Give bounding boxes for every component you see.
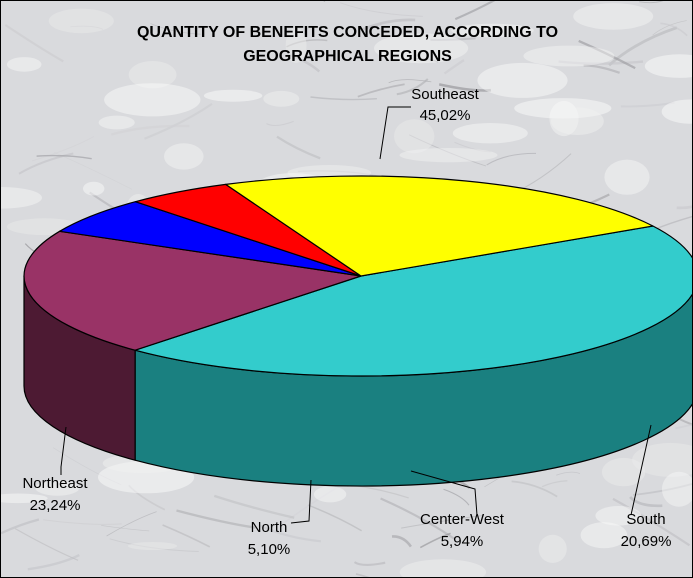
chart-title-line-1: QUANTITY OF BENEFITS CONCEDED, ACCORDING… (136, 24, 559, 41)
leader-line-south (630, 424, 652, 516)
leader-line-north (290, 479, 312, 524)
leader-line-center-west (410, 470, 478, 516)
slice-label-southeast: Southeast (411, 86, 479, 103)
slice-value-southeast: 45,02% (420, 107, 471, 124)
pie-slice-center-west (59, 201, 362, 277)
slice-label-north: North (251, 519, 288, 536)
slice-value-north: 5,10% (248, 541, 291, 558)
chart-title: QUANTITY OF BENEFITS CONCEDED, ACCORDING… (1, 21, 692, 69)
pie-slice-northeast (225, 175, 654, 277)
chart-title-line-2: GEOGRAPHICAL REGIONS (243, 48, 452, 65)
slice-label-northeast: Northeast (22, 475, 88, 492)
slice-value-center-west: 5,94% (441, 533, 484, 550)
slice-label-center-west: Center-West (420, 511, 505, 528)
leader-line-northeast (60, 426, 67, 475)
leader-line-southeast (379, 106, 411, 160)
pie-slice-southeast (134, 225, 692, 377)
slice-value-south: 20,69% (621, 533, 672, 550)
slice-label-south: South (626, 511, 665, 528)
pie-slice-south (23, 230, 362, 351)
slice-value-northeast: 23,24% (30, 497, 81, 514)
